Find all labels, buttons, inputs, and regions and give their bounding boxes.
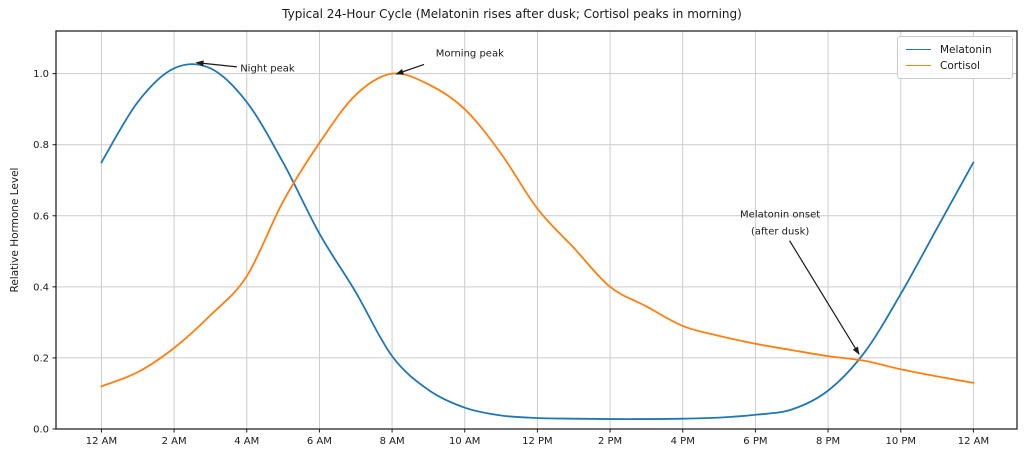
x-tick-label: 2 PM [598,436,622,447]
x-tick-label: 12 AM [958,436,989,447]
x-tick-label: 6 PM [743,436,767,447]
legend: Melatonin Cortisol [897,36,1013,79]
data-series [100,63,975,420]
legend-label-melatonin: Melatonin [940,43,992,56]
x-tick-label: 12 PM [522,436,553,447]
legend-item-cortisol: Cortisol [898,58,1012,74]
x-tick-label: 2 AM [162,436,187,447]
annotation-melatonin-onset: Melatonin onset (after dusk) [740,206,820,241]
legend-item-melatonin: Melatonin [898,42,1012,58]
x-tick-label: 4 PM [671,436,695,447]
legend-label-cortisol: Cortisol [940,59,980,72]
annotation-morning-peak-text: Morning peak [435,47,504,59]
y-axis-label: Relative Hormone Level [9,167,21,293]
plot-border [55,30,1018,430]
y-tick-label: 0.4 [33,282,49,293]
y-tick-label: 0.8 [33,140,49,151]
x-tick-label: 8 AM [380,436,405,447]
chart-title: Typical 24-Hour Cycle (Melatonin rises a… [282,7,742,21]
x-tick-label: 12 AM [86,436,117,447]
arrow-melatonin-onset [789,240,860,355]
annotation-night-peak-text: Night peak [240,63,295,75]
y-tick-label: 0.2 [33,353,49,364]
x-tick-labels: 12 AM 2 AM 4 AM 6 AM 8 AM 10 AM 12 PM 2 PM 4 PM 6… [86,436,989,447]
grid-lines [56,31,1017,430]
axis-ticks [52,73,974,433]
x-tick-label: 4 AM [234,436,259,447]
x-tick-label: 10 AM [449,436,480,447]
annotation-melatonin-onset-line2: (after dusk) [750,226,810,238]
annotation-arrows [195,60,860,355]
x-tick-label: 6 AM [307,436,332,447]
arrow-morning-peak [395,63,425,75]
y-tick-labels: 0.0 0.2 0.4 0.6 0.8 1.0 [33,69,49,435]
annotation-morning-peak: Morning peak [436,45,504,63]
x-tick-label: 10 PM [885,436,916,447]
y-tick-label: 0.6 [33,211,49,222]
y-tick-label: 1.0 [33,69,49,80]
x-tick-label: 8 PM [816,436,840,447]
arrow-night-peak [195,60,237,68]
series-line-cortisol [100,72,975,388]
annotation-melatonin-onset-line1: Melatonin onset [740,209,821,221]
y-tick-label: 0.0 [33,425,49,436]
cortisol-line-sample [906,65,931,66]
series-line-melatonin [100,63,975,420]
melatonin-line-sample [906,49,931,50]
annotation-night-peak: Night peak [240,61,294,79]
